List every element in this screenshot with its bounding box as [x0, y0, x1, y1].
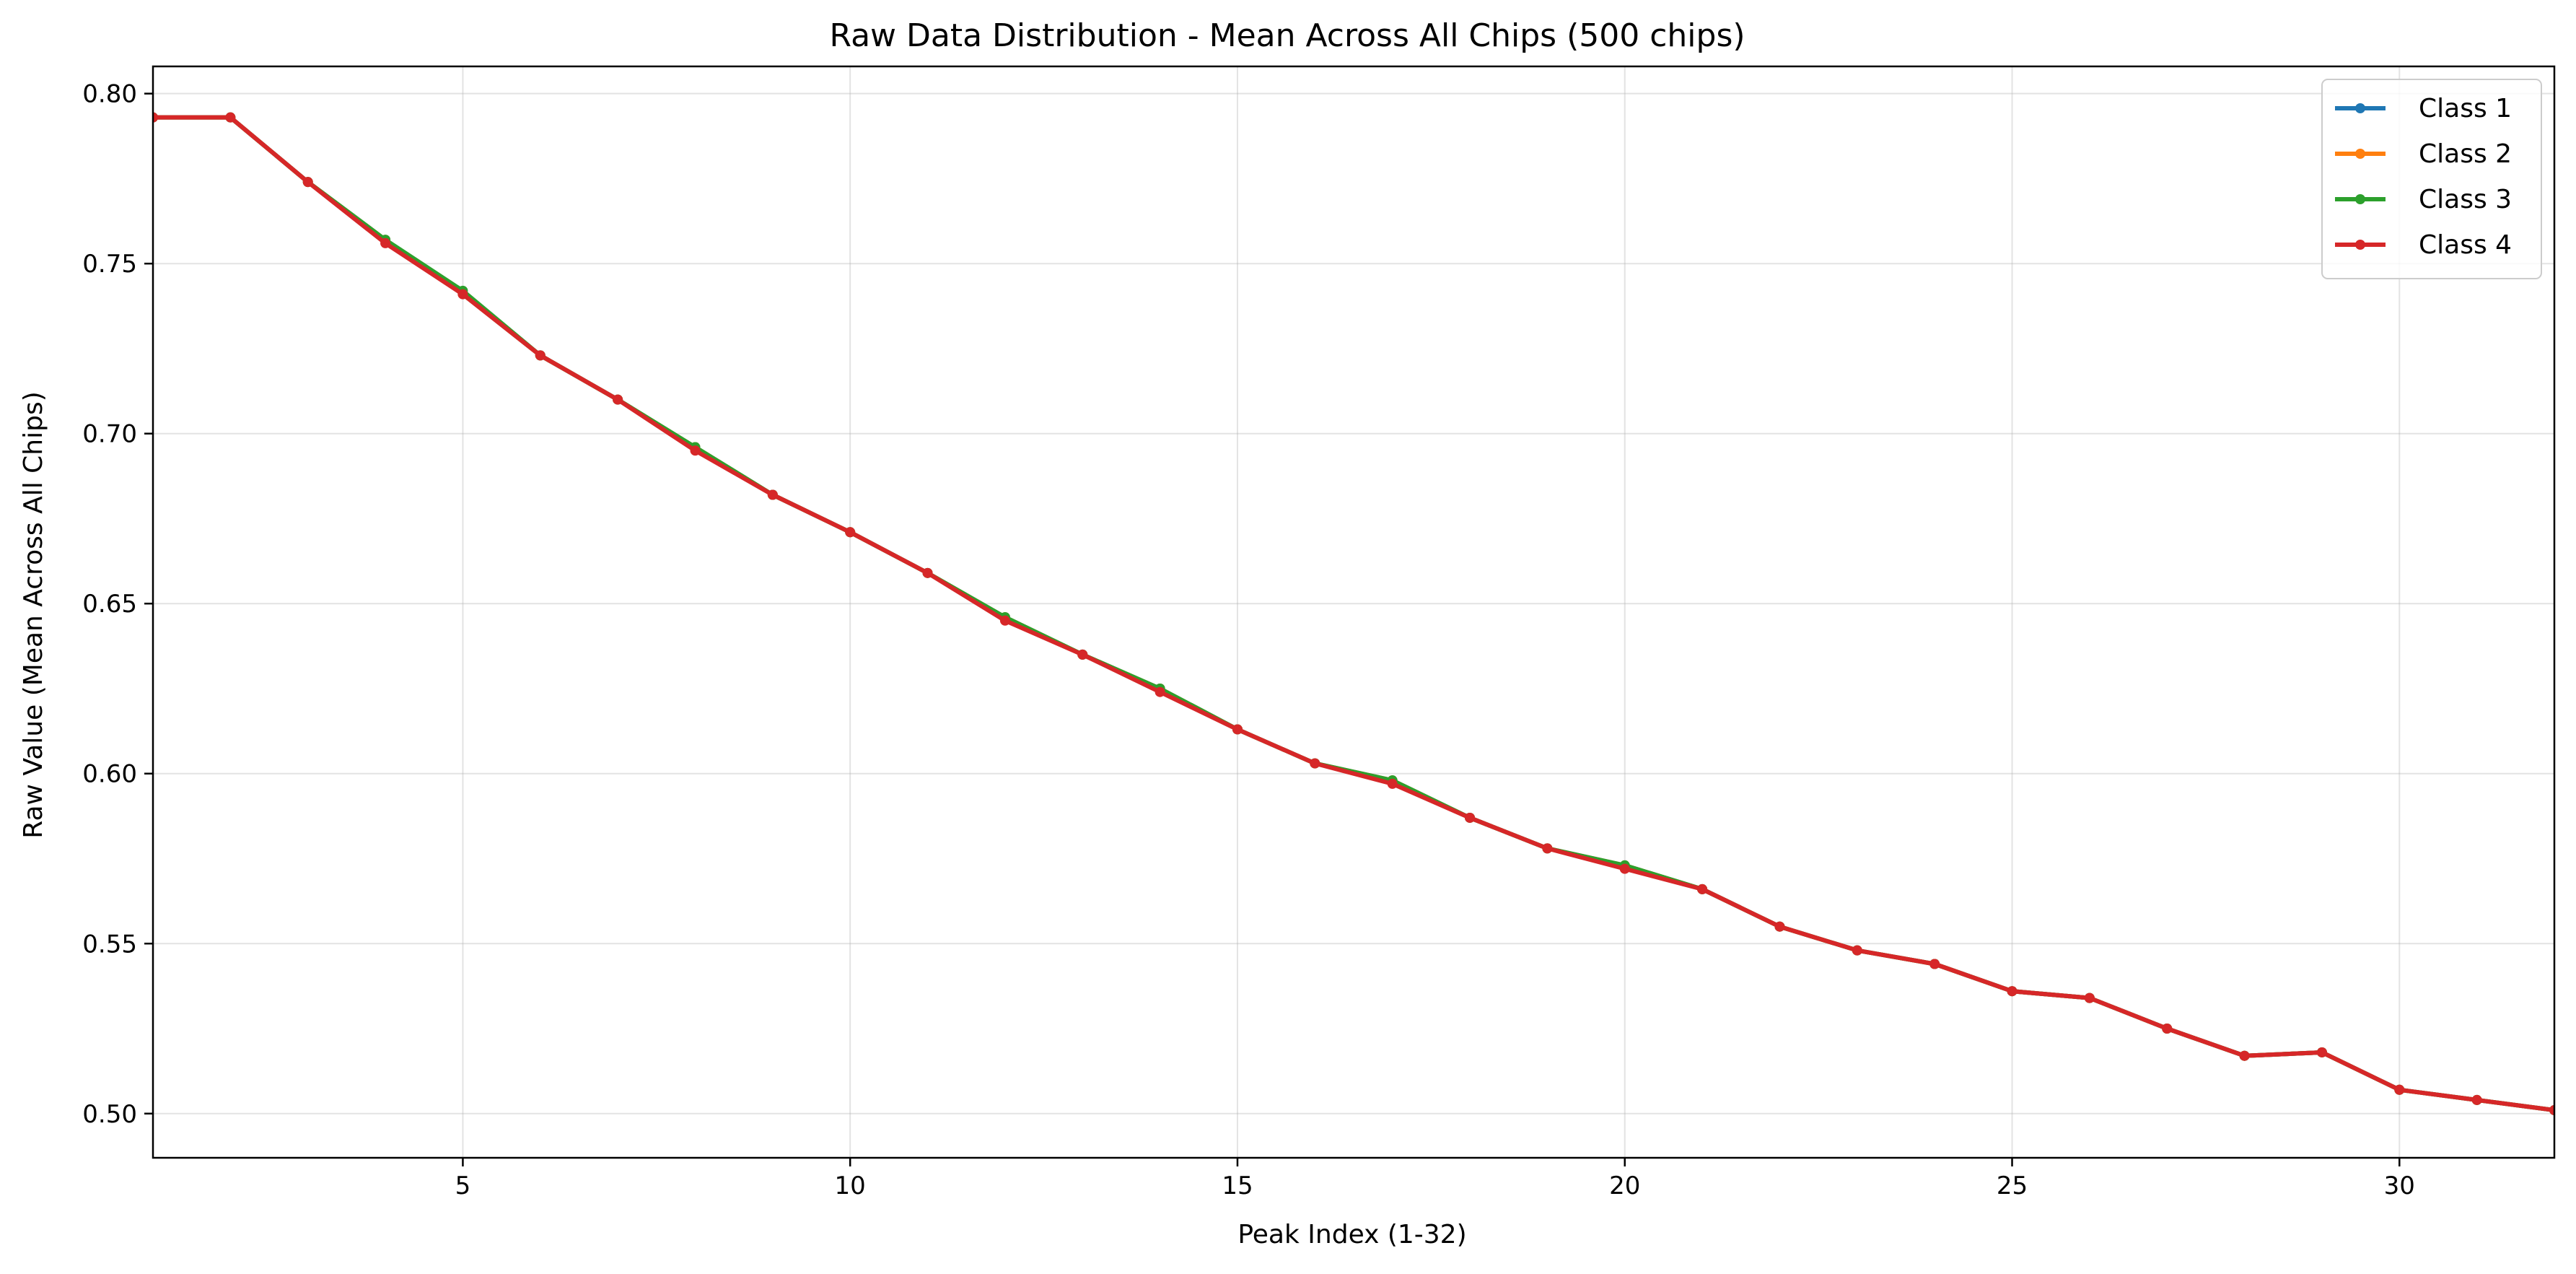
data-point: [1310, 758, 1320, 769]
data-point: [1155, 686, 1165, 697]
data-point: [1619, 863, 1630, 874]
y-tick-label: 0.60: [82, 760, 137, 789]
legend-label: Class 4: [2419, 230, 2512, 260]
y-tick-label: 0.65: [82, 590, 137, 619]
data-point: [1774, 921, 1785, 932]
data-point: [690, 445, 701, 456]
legend-item: Class 4: [2335, 230, 2512, 260]
x-tick-label: 20: [1609, 1172, 1640, 1200]
data-point: [1232, 724, 1243, 735]
x-tick-label: 30: [2384, 1172, 2415, 1200]
x-tick-label: 25: [1997, 1172, 2028, 1200]
legend-marker: [2355, 103, 2365, 113]
data-point: [2549, 1105, 2554, 1116]
legend: Class 1 Class 2 Class 3 Class 4: [2321, 79, 2542, 279]
data-point: [1697, 883, 1708, 894]
data-point: [1077, 649, 1088, 660]
y-tick-label: 0.80: [82, 80, 137, 109]
series-class-4: [153, 112, 2554, 1116]
data-point: [1929, 959, 1940, 969]
plot-frame: [152, 65, 2556, 1159]
data-point: [922, 567, 933, 578]
legend-item: Class 1: [2335, 94, 2512, 123]
data-point: [2007, 986, 2018, 997]
data-point: [767, 489, 778, 500]
data-point: [2084, 992, 2095, 1003]
data-point: [457, 289, 468, 300]
data-point: [1387, 778, 1398, 789]
legend-marker: [2355, 149, 2365, 159]
y-tick-label: 0.55: [82, 930, 137, 959]
data-point: [2394, 1084, 2405, 1095]
data-point: [535, 350, 546, 361]
legend-box: [2321, 79, 2542, 279]
chart-title: Raw Data Distribution - Mean Across All …: [829, 17, 1745, 54]
data-point: [999, 615, 1010, 626]
y-axis-label: Raw Value (Mean Across All Chips): [19, 391, 48, 839]
data-point: [1465, 812, 1476, 823]
data-point: [225, 112, 236, 123]
legend-label: Class 2: [2419, 139, 2512, 169]
x-axis: 5 10 15 20 25 30: [455, 1158, 2415, 1200]
y-tick-label: 0.70: [82, 420, 137, 449]
series-layer: [153, 112, 2554, 1116]
x-tick-label: 15: [1222, 1172, 1253, 1200]
data-point: [1852, 945, 1862, 956]
data-point: [2316, 1047, 2327, 1057]
legend-marker: [2355, 240, 2365, 250]
y-tick-label: 0.75: [82, 250, 137, 279]
data-point: [302, 177, 313, 188]
legend-label: Class 3: [2419, 185, 2512, 214]
legend-label: Class 1: [2419, 94, 2512, 123]
data-point: [2471, 1094, 2482, 1105]
data-point: [845, 527, 856, 538]
data-point: [380, 237, 391, 248]
data-point: [2239, 1050, 2250, 1061]
x-tick-label: 10: [835, 1172, 866, 1200]
data-point: [153, 112, 158, 123]
data-point: [1542, 843, 1553, 854]
x-tick-label: 5: [455, 1172, 471, 1200]
y-tick-label: 0.50: [82, 1100, 137, 1129]
data-point: [2162, 1024, 2173, 1034]
y-axis: 0.50 0.55 0.60 0.65 0.70 0.75 0.80: [82, 80, 153, 1129]
series-line: [153, 115, 2554, 1113]
legend-marker: [2355, 194, 2365, 204]
legend-item: Class 2: [2335, 139, 2512, 169]
legend-item: Class 3: [2335, 185, 2512, 214]
data-point: [613, 394, 623, 405]
x-axis-label: Peak Index (1-32): [1237, 1220, 1466, 1249]
